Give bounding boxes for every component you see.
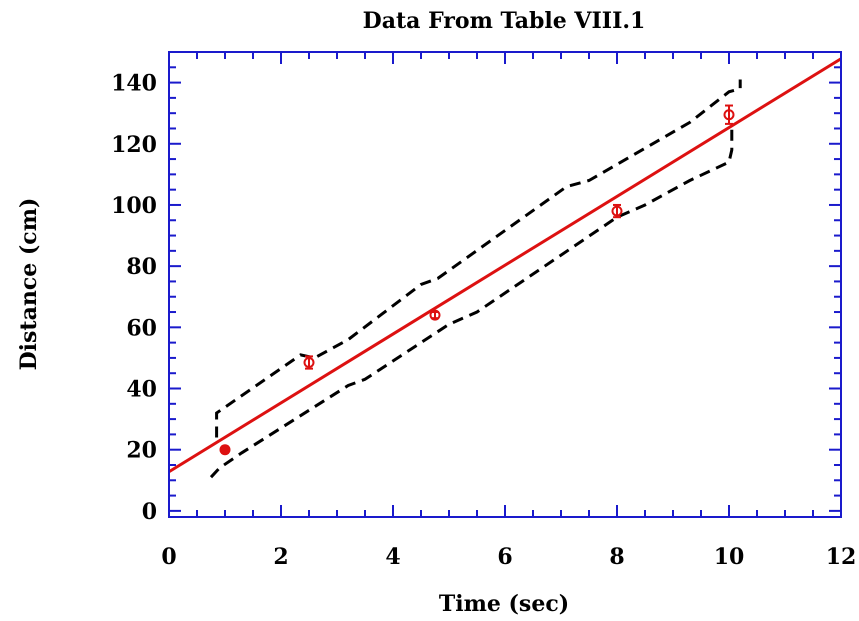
- y-tick-label: 140: [111, 71, 157, 97]
- x-tick-label: 4: [385, 544, 400, 570]
- data-point: [611, 205, 623, 217]
- data-point: [723, 109, 735, 121]
- y-tick-label: 100: [111, 193, 157, 219]
- y-tick-label: 40: [126, 377, 157, 403]
- y-tick-label: 0: [142, 499, 157, 525]
- confidence-band-lower: [209, 125, 734, 479]
- y-tick-label: 120: [111, 132, 157, 158]
- y-tick-label: 20: [126, 438, 157, 464]
- data-point: [219, 444, 231, 456]
- plot-area: [168, 51, 842, 518]
- data-point: [429, 309, 441, 321]
- x-tick-label: 6: [497, 544, 512, 570]
- chart-title: Data From Table VIII.1: [363, 8, 646, 34]
- x-tick-label: 2: [273, 544, 288, 570]
- x-tick-label: 12: [826, 544, 857, 570]
- x-tick-label: 0: [161, 544, 176, 570]
- y-axis-label: Distance (cm): [16, 198, 42, 371]
- fit-line: [169, 57, 841, 474]
- y-tick-label: 60: [126, 315, 157, 341]
- x-tick-label: 8: [609, 544, 624, 570]
- y-tick-label: 80: [126, 254, 157, 280]
- data-point: [303, 357, 315, 369]
- x-tick-label: 10: [714, 544, 745, 570]
- x-axis-label: Time (sec): [439, 591, 569, 617]
- confidence-band-upper: [215, 79, 742, 438]
